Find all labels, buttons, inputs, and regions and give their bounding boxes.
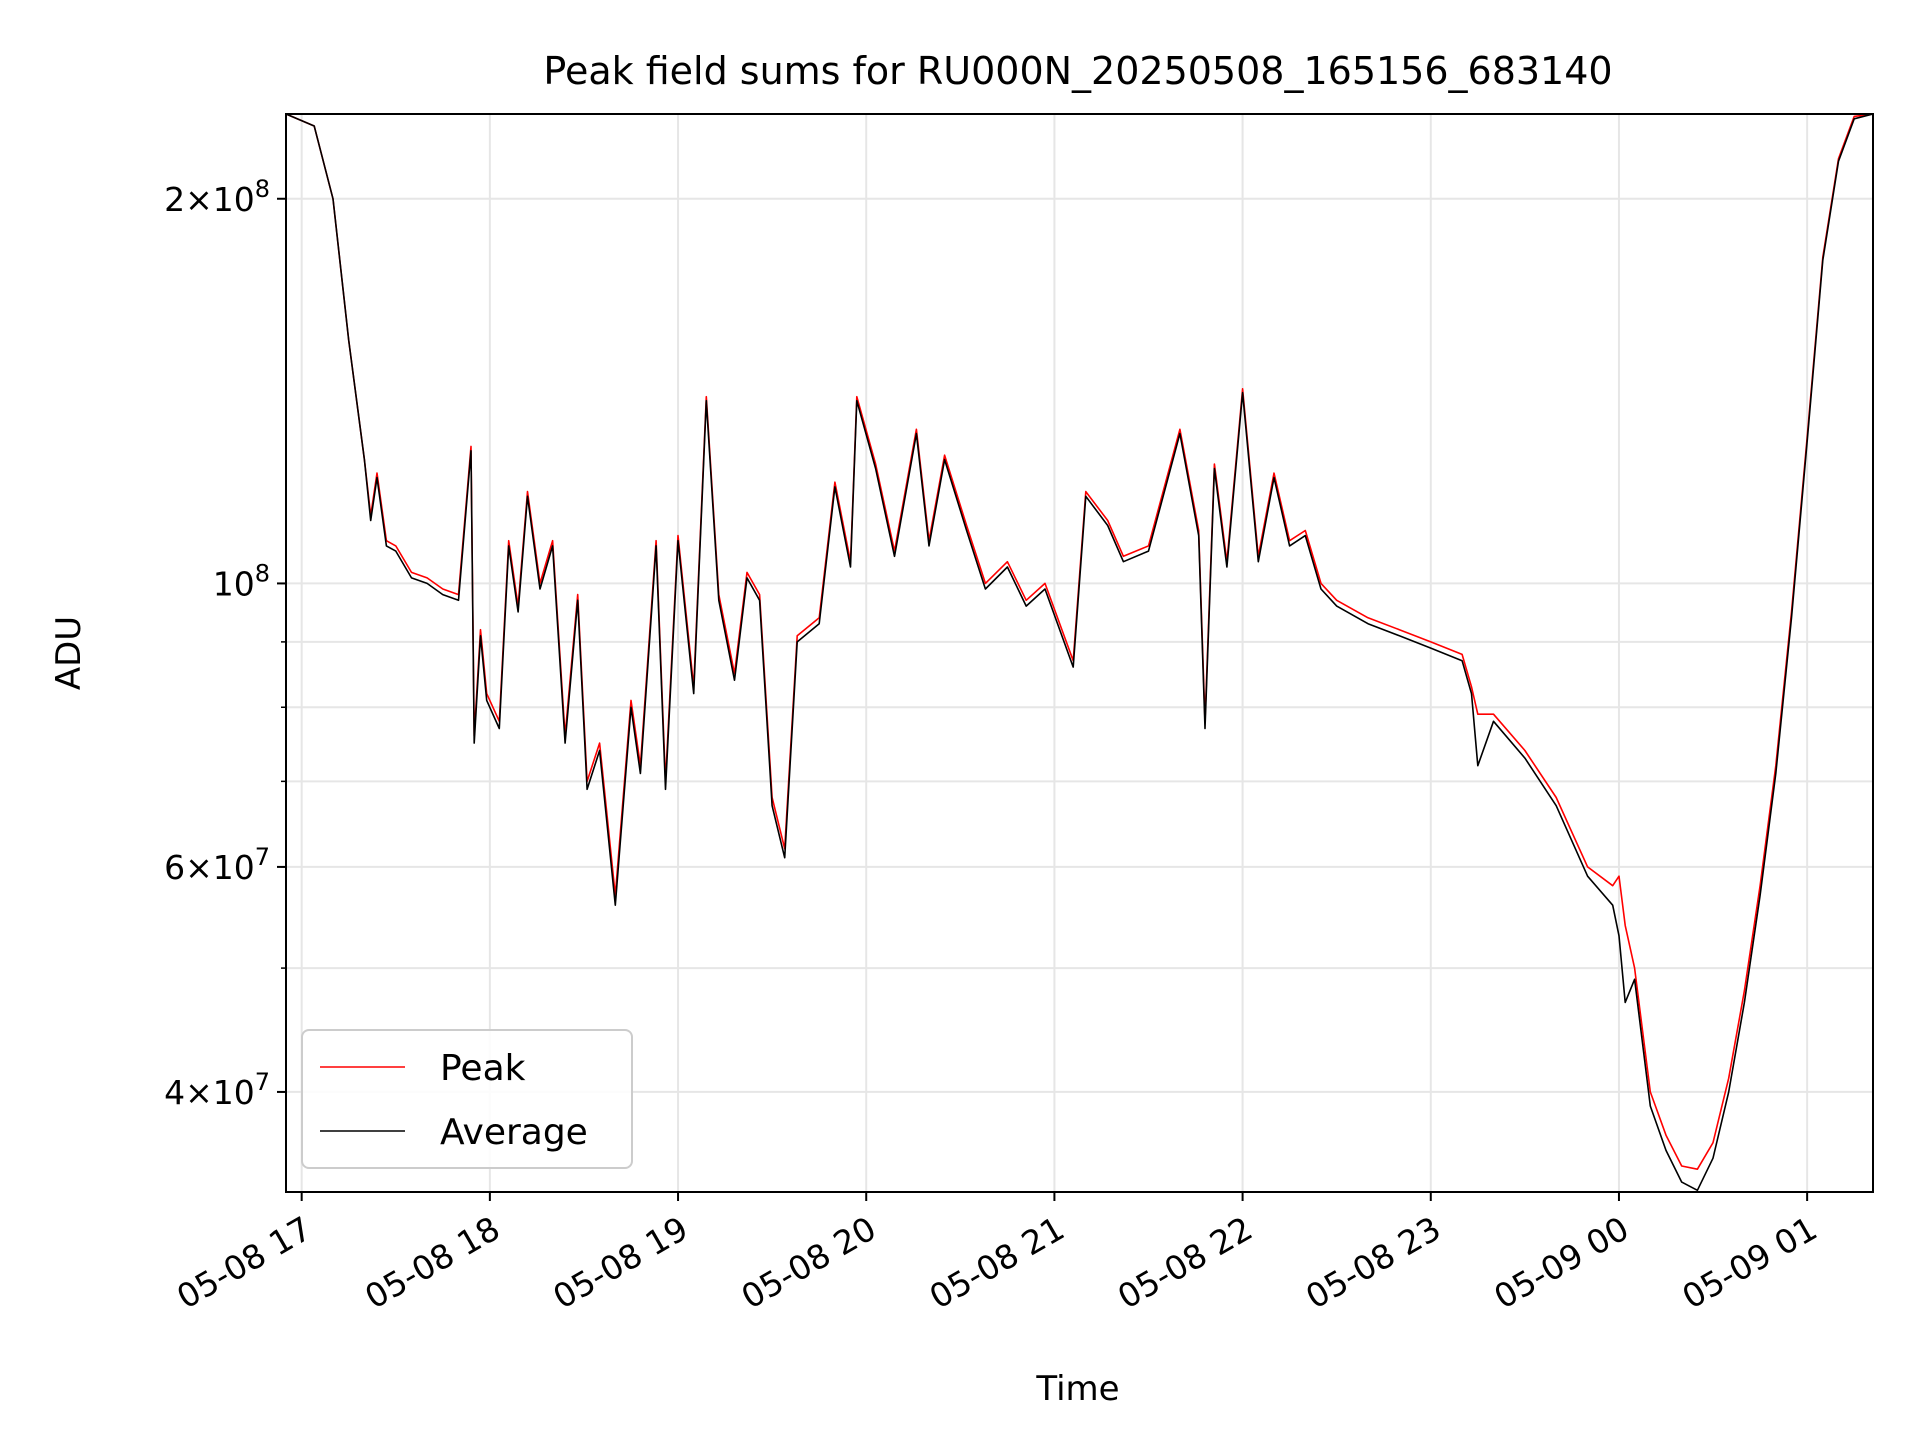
y-axis-label: ADU [49,616,89,690]
series-line-average [285,113,1874,1192]
y-axis: 2×108 108 6×107 4×107 [164,175,286,1112]
legend: Peak Average [301,1029,633,1169]
y-tick-label: 6×107 [164,843,270,887]
x-axis-label: Time [1035,1369,1119,1409]
chart-title: Peak field sums for RU000N_20250508_1651… [543,49,1612,93]
series-line-peak [285,113,1874,1170]
legend-box [301,1029,633,1169]
plot-frame [285,113,1874,1193]
y-tick-label: 2×108 [164,175,270,219]
y-tick-label: 4×107 [164,1068,270,1112]
series-layer [285,113,1874,1192]
grid [286,114,1873,1192]
legend-label-average: Average [440,1112,588,1153]
y-tick-label: 108 [213,559,270,603]
legend-label-peak: Peak [440,1048,526,1089]
